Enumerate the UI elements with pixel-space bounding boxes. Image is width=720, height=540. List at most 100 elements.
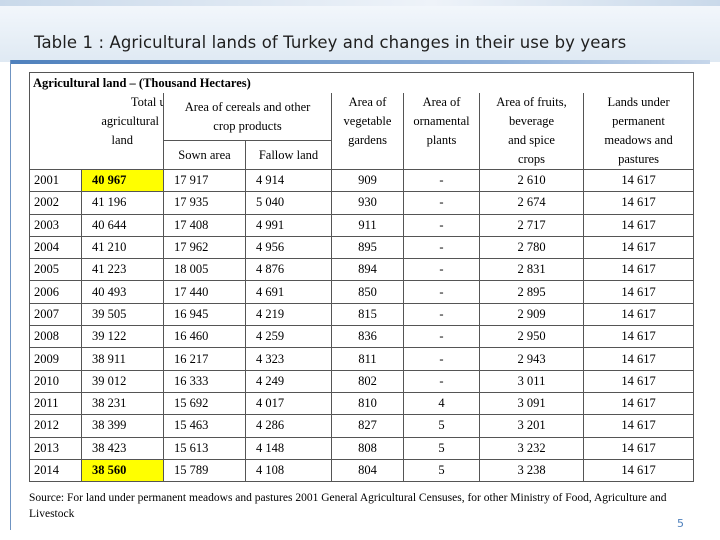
table-row: 2011 38 231 15 692 4 017 810 4 3 091 14 617: [29, 391, 695, 416]
table-row: 2007 39 505 16 945 4 219 815-2 909 14 617: [29, 302, 695, 327]
table-row: 2004 41 210 17 962 4 956 895-2 780 14 617: [29, 235, 695, 260]
table-row: 2003 40 644 17 408 4 991 911-2 717 14 617: [29, 213, 695, 237]
total-utilized-cell: 41 210: [81, 235, 164, 260]
table-row: 2008 39 122 16 460 4 259 836-2 950 14 617: [29, 325, 695, 349]
fruits-cell: 3 201: [479, 414, 584, 438]
vegetable-gardens-cell: 911: [331, 213, 404, 237]
total-utilized-cell: 39 122: [81, 325, 164, 349]
header-orn-line: plants: [426, 133, 457, 147]
vegetable-gardens-cell: 930: [331, 191, 404, 215]
fallow-land-cell: 4 991: [245, 213, 332, 237]
ornamental-plants-cell: -: [403, 347, 480, 371]
fruits-cell: 2 909: [479, 302, 584, 327]
sown-area-cell: 16 460: [163, 325, 246, 349]
ornamental-plants-cell: -: [403, 258, 480, 282]
meadows-pastures-cell: 14 617: [582, 258, 695, 282]
sown-area-cell: 17 917: [163, 168, 246, 193]
table-row: 2005 41 223 18 005 4 876 894-2 831 14 617: [29, 258, 695, 282]
fruits-cell: 2 895: [479, 280, 584, 304]
table-row: 2009 38 911 16 217 4 323 811-2 943 14 617: [29, 347, 695, 371]
header-blank-cell: [29, 93, 82, 170]
meadows-pastures-cell: 14 617: [582, 280, 695, 304]
table-row: 2013 38 423 15 613 4 148 808 5 3 232 14 617: [29, 436, 695, 460]
total-utilized-cell: 38 911: [81, 347, 164, 371]
ornamental-plants-cell: 5: [403, 436, 480, 460]
header-mead-line: permanent: [612, 114, 665, 128]
header-veg-line: Area of: [348, 95, 387, 109]
header-vegetable-gardens: Area of vegetable gardens: [331, 93, 404, 170]
header-meadows-pastures: Lands under permanent meadows and pastur…: [582, 93, 695, 170]
table-row: 2001 40 967 17 917 4 914 909-2 610 14 617: [29, 168, 695, 193]
page-number: 5: [677, 517, 684, 530]
fruits-cell: 2 717: [479, 213, 584, 237]
year-cell: 2006: [29, 280, 82, 304]
ornamental-plants-cell: 4: [403, 391, 480, 416]
ornamental-plants-cell: -: [403, 191, 480, 215]
vegetable-gardens-cell: 894: [331, 258, 404, 282]
table-row: 2006 40 493 17 440 4 691 850-2 895 14 617: [29, 280, 695, 304]
total-utilized-cell: 39 012: [81, 369, 164, 393]
total-utilized-cell: 40 967: [81, 168, 164, 193]
total-utilized-cell: 41 223: [81, 258, 164, 282]
total-utilized-cell: 40 493: [81, 280, 164, 304]
year-cell: 2011: [29, 391, 82, 416]
sown-area-cell: 16 217: [163, 347, 246, 371]
left-border-line: [10, 60, 11, 530]
sown-area-cell: 15 613: [163, 436, 246, 460]
year-cell: 2010: [29, 369, 82, 393]
meadows-pastures-cell: 14 617: [582, 168, 695, 193]
slide-title: Table 1 : Agricultural lands of Turkey a…: [34, 33, 627, 52]
table-header: Agricultural land – (Thousand Hectares) …: [28, 72, 695, 170]
table-body: 2001 40 967 17 917 4 914 909-2 610 14 617 2002…: [29, 168, 695, 483]
fallow-land-cell: 4 259: [245, 325, 332, 349]
ornamental-plants-cell: -: [403, 325, 480, 349]
fruits-cell: 3 011: [479, 369, 584, 393]
header-orn-line: ornamental: [413, 114, 470, 128]
table-row: 2002 41 196 17 935 5 040 930-2 674 14 617: [29, 191, 695, 215]
header-fruit-line: crops: [517, 152, 546, 166]
vegetable-gardens-cell: 850: [331, 280, 404, 304]
ornamental-plants-cell: -: [403, 302, 480, 327]
header-cereals-line: Area of cereals and other: [184, 99, 311, 114]
table-row: 2014 38 560 15 789 4 108 804 5 3 238 14 617: [29, 458, 695, 483]
sown-area-cell: 17 935: [163, 191, 246, 215]
ornamental-plants-cell: 5: [403, 414, 480, 438]
meadows-pastures-cell: 14 617: [582, 191, 695, 215]
header-mead-line: meadows and: [604, 133, 673, 147]
header-veg-line: gardens: [348, 133, 387, 147]
header-orn-line: Area of: [422, 95, 461, 109]
sown-area-cell: 15 789: [163, 458, 246, 483]
year-cell: 2008: [29, 325, 82, 349]
ornamental-plants-cell: -: [403, 369, 480, 393]
sown-area-cell: 15 692: [163, 391, 246, 416]
fruits-cell: 2 831: [479, 258, 584, 282]
fruits-cell: 3 238: [479, 458, 584, 483]
fallow-land-cell: 4 691: [245, 280, 332, 304]
sown-area-cell: 17 962: [163, 235, 246, 260]
title-underline: [10, 60, 710, 64]
meadows-pastures-cell: 14 617: [582, 436, 695, 460]
header-cereals: Area of cereals and other crop products: [163, 93, 332, 142]
ornamental-plants-cell: 5: [403, 458, 480, 483]
header-total-line: agricultural: [101, 114, 159, 128]
vegetable-gardens-cell: 804: [331, 458, 404, 483]
fallow-land-cell: 4 249: [245, 369, 332, 393]
year-cell: 2009: [29, 347, 82, 371]
fruits-cell: 2 943: [479, 347, 584, 371]
year-cell: 2013: [29, 436, 82, 460]
fruits-cell: 2 610: [479, 168, 584, 193]
vegetable-gardens-cell: 810: [331, 391, 404, 416]
year-cell: 2003: [29, 213, 82, 237]
header-sown-area: Sown area: [163, 140, 246, 170]
fruits-cell: 3 091: [479, 391, 584, 416]
fallow-land-cell: 4 219: [245, 302, 332, 327]
header-total-utilized: Total utilized agricultural land: [81, 93, 164, 170]
total-utilized-cell: 40 644: [81, 213, 164, 237]
total-utilized-cell: 38 423: [81, 436, 164, 460]
fruits-cell: 2 950: [479, 325, 584, 349]
year-cell: 2004: [29, 235, 82, 260]
vegetable-gardens-cell: 811: [331, 347, 404, 371]
sown-area-cell: 16 945: [163, 302, 246, 327]
source-note: Source: For land under permanent meadows…: [29, 492, 667, 520]
meadows-pastures-cell: 14 617: [582, 369, 695, 393]
